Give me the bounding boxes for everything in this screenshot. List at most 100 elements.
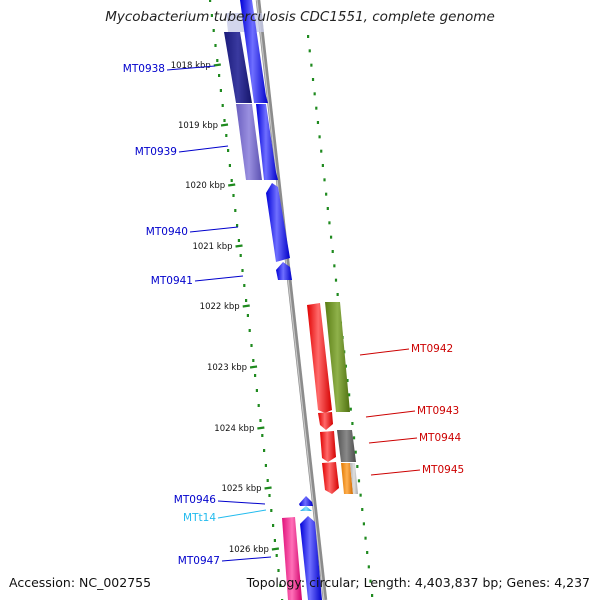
guide-dot xyxy=(308,49,311,53)
guide-dot xyxy=(277,569,280,572)
guide-dot xyxy=(212,29,215,32)
ruler-tick xyxy=(264,486,272,490)
gene-arrow-mt0947 xyxy=(300,516,322,600)
guide-dot xyxy=(261,434,264,437)
gene-label-mt0942[interactable]: MT0942 xyxy=(411,343,453,355)
guide-dot xyxy=(210,14,213,17)
guide-dot xyxy=(255,389,258,392)
gene-label-mt0946[interactable]: MT0946 xyxy=(174,494,217,506)
guide-dot xyxy=(323,178,326,182)
guide-dot xyxy=(263,449,266,452)
guide-dot xyxy=(307,35,310,38)
guide-dot xyxy=(266,479,269,482)
guide-dot xyxy=(361,508,364,511)
guide-dot xyxy=(326,207,329,210)
gene-arrow-mt0939 xyxy=(256,104,278,180)
guide-dot xyxy=(320,149,323,153)
guide-dot xyxy=(316,121,320,124)
ruler-tick xyxy=(271,547,280,551)
guide-dot xyxy=(227,149,230,152)
guide-dot xyxy=(352,436,356,440)
gene-arrow-mt0938 xyxy=(240,0,268,103)
guide-dot xyxy=(315,106,318,110)
gene-label-mt0941[interactable]: MT0941 xyxy=(151,275,193,287)
guide-dot xyxy=(236,224,239,227)
guide-dot xyxy=(268,494,271,497)
gene-leader-line xyxy=(221,556,272,562)
gene-leader-line xyxy=(217,509,267,519)
gene-label-mtt14[interactable]: MTt14 xyxy=(183,512,216,524)
guide-dot xyxy=(219,89,222,92)
ruler-tick-label: 1023 kbp xyxy=(207,363,247,373)
genome-title: Mycobacterium tuberculosis CDC1551, comp… xyxy=(105,9,495,25)
guide-dot xyxy=(216,59,219,62)
gene-arrow-mt0942 xyxy=(307,303,332,413)
cog-band-mt0944 xyxy=(337,430,356,462)
guide-dot xyxy=(273,539,276,542)
guide-dot xyxy=(333,264,336,268)
gene-arrow-mt0945 xyxy=(322,462,339,494)
guide-dot xyxy=(366,551,369,554)
guide-dot xyxy=(218,74,221,77)
guide-dot xyxy=(237,239,240,242)
gene-label-mt0945[interactable]: MT0945 xyxy=(422,464,464,476)
gene-arrow-mt0943 xyxy=(318,412,333,430)
gene-label-mt0940[interactable]: MT0940 xyxy=(146,226,188,238)
ruler-tick xyxy=(235,244,243,248)
ruler: 1018 kbp 1019 kbp 1020 kbp 1021 kbp 1022 kbp… xyxy=(171,61,280,555)
guide-dot xyxy=(221,104,224,107)
guide-dot xyxy=(354,450,357,454)
guide-dot xyxy=(331,250,334,253)
guide-dot xyxy=(246,314,249,317)
cog-band-mt0945-gray xyxy=(350,463,358,494)
guide-dot xyxy=(223,119,226,122)
ruler-tick-label: 1021 kbp xyxy=(192,242,232,252)
genome-backbone-highlight xyxy=(256,0,325,600)
accession-text: Accession: NC_002755 xyxy=(9,575,152,590)
guide-dot xyxy=(270,509,273,512)
guide-dot xyxy=(356,465,359,468)
guide-dot xyxy=(245,299,248,302)
guide-dot xyxy=(344,364,347,368)
guide-dot xyxy=(311,78,315,81)
gene-label-mt0943[interactable]: MT0943 xyxy=(417,405,459,417)
guide-dot xyxy=(336,293,339,296)
guide-dot xyxy=(371,594,374,597)
guide-dot xyxy=(225,134,228,137)
guide-dot xyxy=(313,92,316,96)
guide-dot xyxy=(367,565,370,569)
guide-dot xyxy=(362,522,365,526)
gene-label-mt0939[interactable]: MT0939 xyxy=(135,146,177,158)
cog-band-mt0945 xyxy=(341,463,353,494)
gene-arrow-mt0946 xyxy=(299,496,313,506)
guide-dot xyxy=(310,63,313,67)
cog-band-mt0938 xyxy=(224,32,252,103)
guide-dot xyxy=(257,404,260,407)
gene-label-mt0947[interactable]: MT0947 xyxy=(178,555,220,567)
gene-label-mt0938[interactable]: MT0938 xyxy=(123,63,165,75)
guide-dot xyxy=(214,44,217,47)
guide-dot xyxy=(321,164,324,167)
guide-dot xyxy=(234,209,237,212)
guide-dot xyxy=(209,0,212,2)
ruler-tick-label: 1018 kbp xyxy=(171,61,211,71)
guide-dot xyxy=(248,329,251,332)
gene-leader-line xyxy=(194,275,244,282)
gene-leader-line xyxy=(359,348,410,356)
guide-dot xyxy=(232,194,235,197)
guide-dot xyxy=(359,493,362,497)
guide-dot xyxy=(357,479,361,483)
guide-dot xyxy=(250,344,253,347)
gene-arrow-mt0940 xyxy=(266,183,290,262)
guide-dot xyxy=(346,379,349,382)
cog-band-mt0947 xyxy=(282,517,302,600)
gene-label-mt0944[interactable]: MT0944 xyxy=(419,432,462,444)
guide-dot xyxy=(369,579,372,583)
guide-dot xyxy=(348,393,351,397)
gene-leader-line xyxy=(217,500,266,505)
ruler-tick xyxy=(228,183,236,187)
ruler-tick xyxy=(249,365,258,369)
guide-dot xyxy=(329,235,333,239)
gene-labels: MT0938 MT0939 MT0940 MT0941 MT0942 MT0943 MT09… xyxy=(123,63,464,567)
